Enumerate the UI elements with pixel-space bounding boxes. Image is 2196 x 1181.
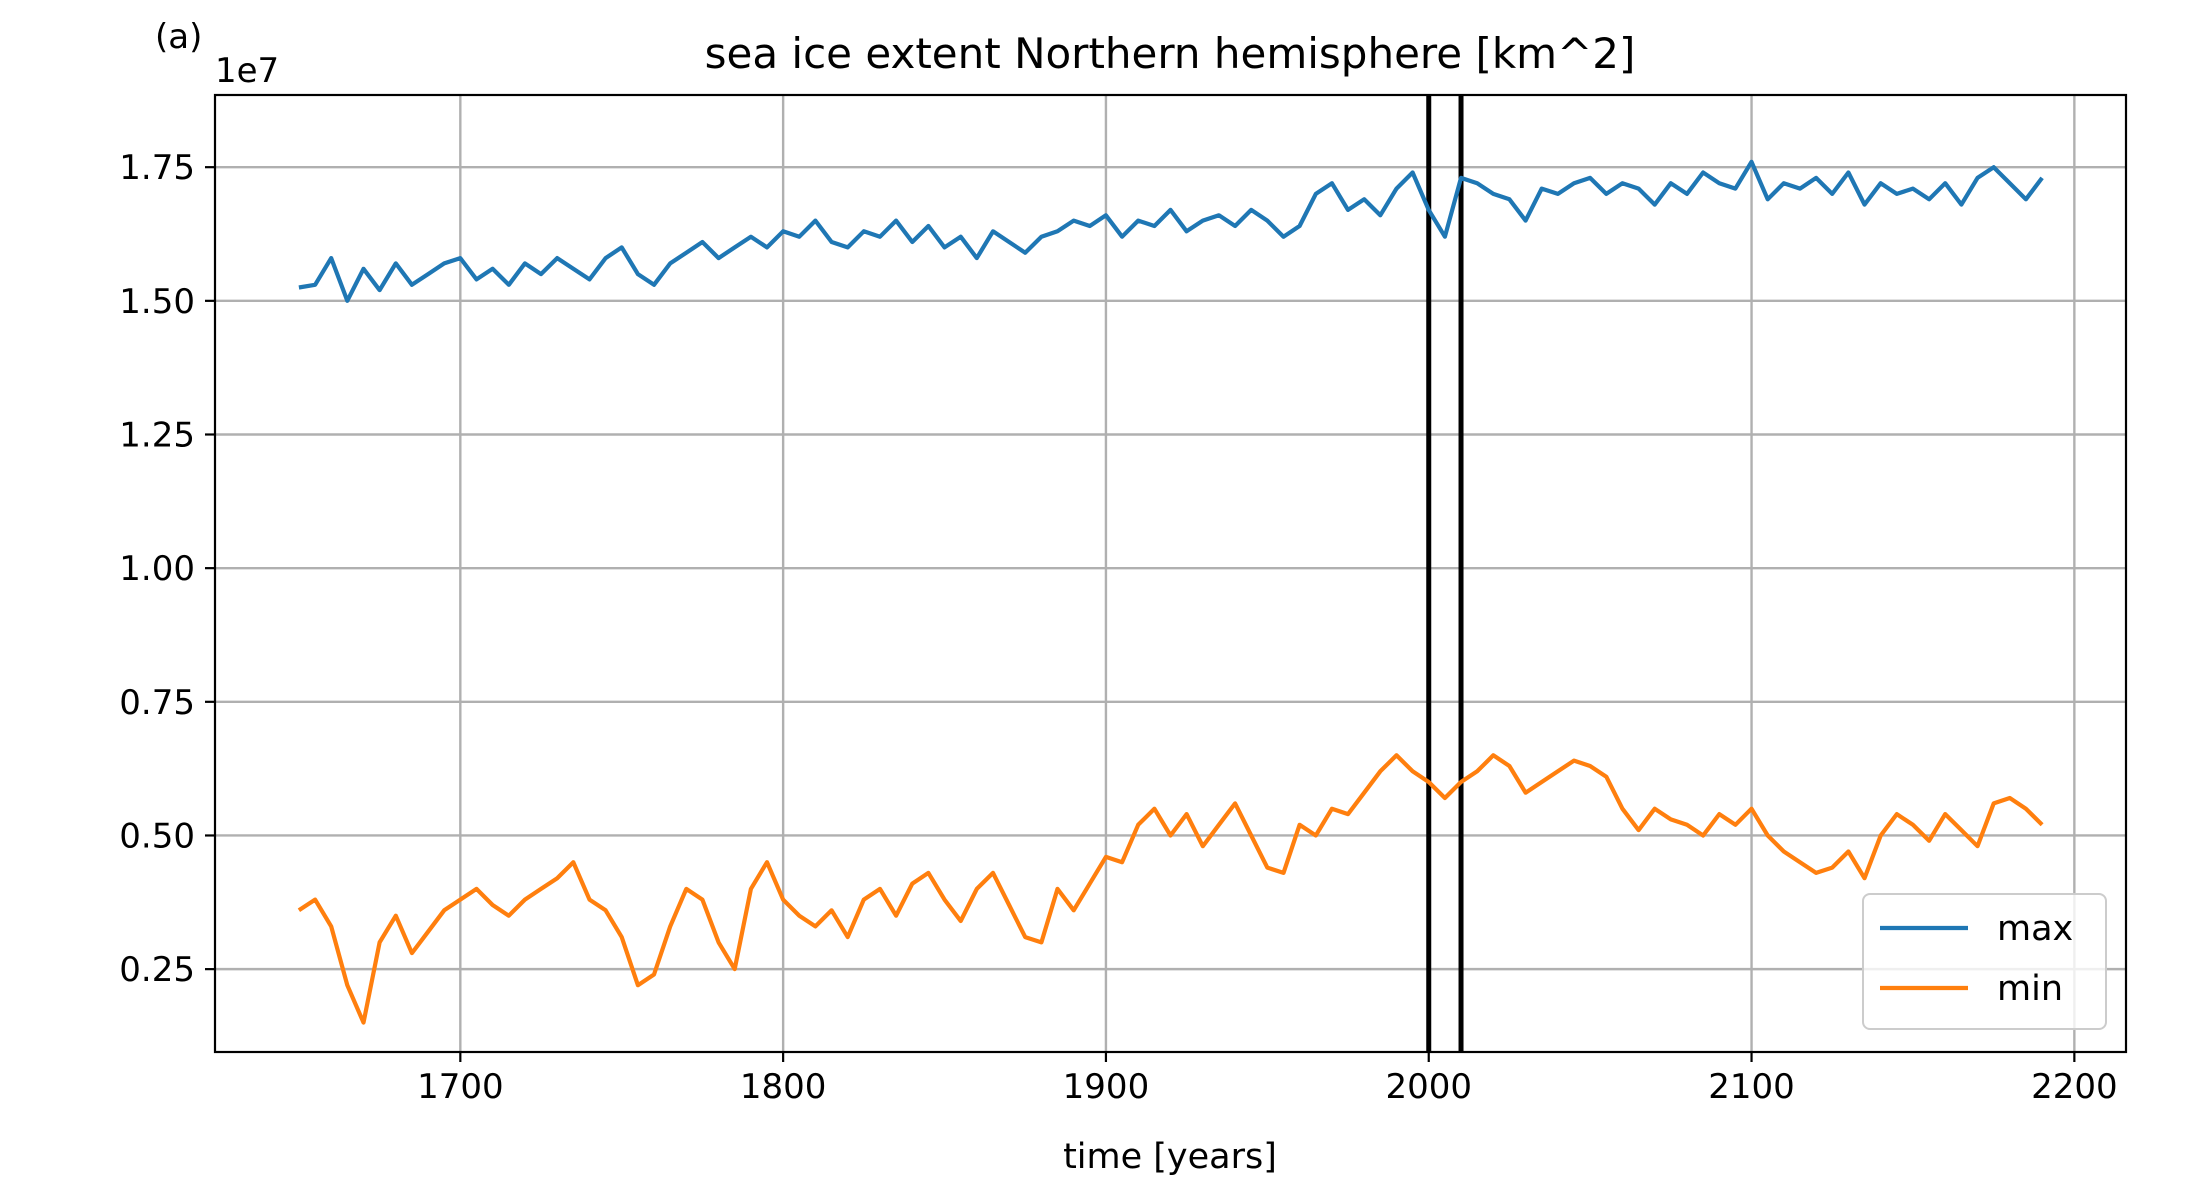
series bbox=[297, 159, 2044, 1025]
x-tick-label: 1800 bbox=[740, 1067, 827, 1107]
series-line-min bbox=[297, 753, 2044, 1025]
legend-label-max: max bbox=[1997, 909, 2073, 949]
legend: max min bbox=[1862, 893, 2107, 1030]
x-tick-label: 1900 bbox=[1063, 1067, 1150, 1107]
x-tick-label: 1700 bbox=[417, 1067, 504, 1107]
chart-title: sea ice extent Northern hemisphere [km^2… bbox=[705, 29, 1636, 78]
axis-ticks: 1700 1800 1900 2000 2100 2200 0.25 0.50 0.75 1.00… bbox=[119, 148, 2117, 1107]
y-tick-label: 1.50 bbox=[119, 282, 195, 322]
y-tick-label: 0.75 bbox=[119, 683, 195, 723]
y-tick-label: 0.50 bbox=[119, 816, 195, 856]
legend-label-min: min bbox=[1997, 969, 2063, 1009]
x-axis-label: time [years] bbox=[1063, 1137, 1277, 1177]
x-tick-label: 2000 bbox=[1385, 1067, 1472, 1107]
x-tick-label: 2100 bbox=[1708, 1067, 1795, 1107]
plot-frame bbox=[213, 93, 2128, 1054]
x-tick-label: 2200 bbox=[2031, 1067, 2118, 1107]
grid bbox=[215, 95, 2126, 1052]
y-tick-label: 1.00 bbox=[119, 549, 195, 589]
y-offset-label: 1e7 bbox=[215, 51, 279, 91]
y-tick-label: 1.25 bbox=[119, 415, 195, 455]
series-line-max bbox=[298, 159, 2044, 303]
panel-label: (a) bbox=[155, 17, 202, 57]
y-tick-label: 1.75 bbox=[119, 148, 195, 188]
y-tick-label: 0.25 bbox=[119, 950, 195, 990]
reference-lines bbox=[1426, 95, 1464, 1052]
